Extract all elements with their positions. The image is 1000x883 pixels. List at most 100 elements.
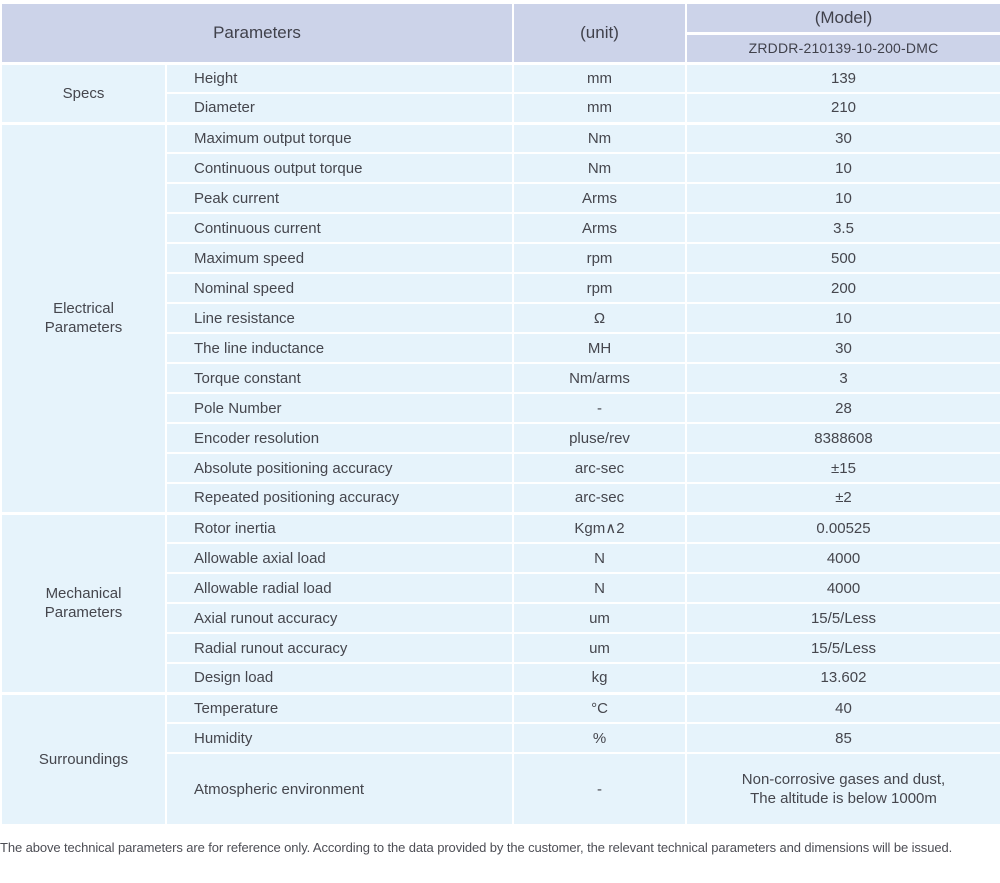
table-row: Encoder resolution pluse/rev 8388608 — [1, 422, 1000, 454]
table-row: Surroundings Temperature °C 40 — [0, 691, 1000, 826]
value-cell: 30 — [685, 332, 1000, 364]
table-row: Mechanical Parameters Rotor inertia Kgm∧2 0… — [0, 511, 1000, 694]
unit-cell: pluse/rev — [512, 422, 687, 454]
unit-cell: MH — [512, 332, 687, 364]
table-row: Allowable axial load N 4000 — [1, 542, 1000, 574]
category-cell: Specs — [0, 61, 167, 124]
param-name-cell: Radial runout accuracy — [165, 632, 514, 664]
table-row: Torque constant Nm/arms 3 — [1, 362, 1000, 394]
table-row: Maximum speed rpm 500 — [1, 242, 1000, 274]
unit-cell: - — [512, 752, 687, 826]
table-row: The line inductance MH 30 — [1, 332, 1000, 364]
unit-cell: um — [512, 632, 687, 664]
param-name-cell: Height — [165, 61, 514, 94]
table-row: Electrical Parameters Maximum output torq… — [0, 121, 1000, 514]
param-name-cell: Torque constant — [165, 362, 514, 394]
table-row: Humidity% 85 — [1, 722, 1000, 754]
table-row: Line resistance Ω 10 — [1, 302, 1000, 334]
table-row: Specs Height mm 139 — [0, 61, 1000, 124]
spec-table-header: Parameters (unit) (Model) ZRDDR-210139-1… — [0, 2, 1000, 65]
value-cell: ±2 — [685, 482, 1000, 514]
unit-cell: °C — [512, 691, 687, 724]
param-name-cell: Allowable axial load — [165, 542, 514, 574]
disclaimer-note: The above technical parameters are for r… — [0, 840, 953, 855]
unit-cell: um — [512, 602, 687, 634]
param-name-cell: Continuous output torque — [165, 152, 514, 184]
value-cell: 10 — [685, 302, 1000, 334]
param-name-cell: Pole Number — [165, 392, 514, 424]
unit-cell: rpm — [512, 272, 687, 304]
category-cell: Electrical Parameters — [0, 121, 167, 514]
model-header-cell: (Model) — [685, 2, 1000, 35]
table-row: Peak current Arms 10 — [1, 182, 1000, 214]
table-row: Pole Number -28 — [1, 392, 1000, 424]
param-name-cell: Rotor inertia — [165, 511, 514, 544]
value-cell: 15/5/Less — [685, 632, 1000, 664]
value-cell: 500 — [685, 242, 1000, 274]
table-row: Atmospheric environment - Non-corrosive ga… — [1, 752, 1000, 826]
param-name-cell: Line resistance — [165, 302, 514, 334]
spec-sheet: Parameters (unit) (Model) ZRDDR-210139-1… — [0, 2, 1000, 855]
unit-cell: Arms — [512, 182, 687, 214]
unit-cell: - — [512, 392, 687, 424]
value-cell: 3.5 — [685, 212, 1000, 244]
table-row: Absolute positioning accuracy arc-sec ±15 — [1, 452, 1000, 484]
table-row: Continuous output torque Nm 10 — [1, 152, 1000, 184]
table-row: Axial runout accuracy um 15/5/Less — [1, 602, 1000, 634]
unit-cell: kg — [512, 662, 687, 694]
param-name-cell: Nominal speed — [165, 272, 514, 304]
value-cell: 8388608 — [685, 422, 1000, 454]
param-name-cell: Maximum output torque — [165, 121, 514, 154]
value-cell: 15/5/Less — [685, 602, 1000, 634]
unit-cell: Ω — [512, 302, 687, 334]
value-cell: 30 — [685, 121, 1000, 154]
table-row: Allowable radial load N 4000 — [1, 572, 1000, 604]
param-name-cell: Encoder resolution — [165, 422, 514, 454]
category-cell: Mechanical Parameters — [0, 511, 167, 694]
param-name-cell: Atmospheric environment — [165, 752, 514, 826]
value-cell: 10 — [685, 182, 1000, 214]
value-cell: 0.00525 — [685, 511, 1000, 544]
unit-cell: Nm — [512, 121, 687, 154]
value-cell: ±15 — [685, 452, 1000, 484]
table-row: Continuous current Arms 3.5 — [1, 212, 1000, 244]
param-name-cell: Repeated positioning accuracy — [165, 482, 514, 514]
model-number: ZRDDR-210139-10-200-DMC — [685, 32, 1000, 65]
param-name-cell: Axial runout accuracy — [165, 602, 514, 634]
unit-cell: mm — [512, 61, 687, 94]
value-cell: 28 — [685, 392, 1000, 424]
value-cell: 13.602 — [685, 662, 1000, 694]
param-name-cell: Design load — [165, 662, 514, 694]
table-row: Repeated positioning accuracy arc-sec ±2 — [1, 482, 1000, 514]
category-cell: Surroundings — [0, 691, 167, 826]
value-cell: 4000 — [685, 572, 1000, 604]
model-value-row: ZRDDR-210139-10-200-DMC — [1, 32, 1000, 65]
unit-cell: N — [512, 542, 687, 574]
value-cell: 4000 — [685, 542, 1000, 574]
param-name-cell: Allowable radial load — [165, 572, 514, 604]
value-cell: 200 — [685, 272, 1000, 304]
unit-cell: arc-sec — [512, 482, 687, 514]
unit-cell: rpm — [512, 242, 687, 274]
table-row: Nominal speed rpm 200 — [1, 272, 1000, 304]
parameters-header-cell: Parameters — [0, 2, 514, 65]
value-cell: 139 — [685, 61, 1000, 94]
param-name-cell: Peak current — [165, 182, 514, 214]
unit-cell: Arms — [512, 212, 687, 244]
header-row: Parameters (unit) (Model) — [0, 2, 1000, 65]
param-name-cell: Maximum speed — [165, 242, 514, 274]
value-cell: Non-corrosive gases and dust, The altitu… — [685, 752, 1000, 826]
unit-cell: Nm/arms — [512, 362, 687, 394]
unit-cell: Kgm∧2 — [512, 511, 687, 544]
unit-cell: arc-sec — [512, 452, 687, 484]
unit-cell: % — [512, 722, 687, 754]
param-name-cell: Diameter — [165, 92, 514, 124]
table-row: Diameter mm 210 — [1, 92, 1000, 124]
table-row: Radial runout accuracy um 15/5/Less — [1, 632, 1000, 664]
param-name-cell: Absolute positioning accuracy — [165, 452, 514, 484]
unit-cell: Nm — [512, 152, 687, 184]
value-cell: 10 — [685, 152, 1000, 184]
spec-table-body: Specs Height mm 139 Diameter mm 210 Electrical … — [0, 61, 1000, 826]
unit-cell: N — [512, 572, 687, 604]
spec-table: Parameters (unit) (Model) ZRDDR-210139-1… — [0, 2, 1000, 826]
